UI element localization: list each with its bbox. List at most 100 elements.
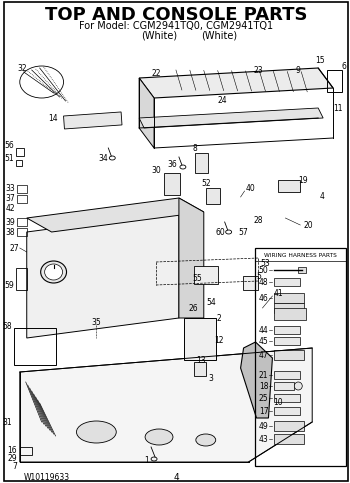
Text: 22: 22 <box>151 69 161 77</box>
Text: 6: 6 <box>342 61 346 71</box>
Bar <box>20 447 32 455</box>
Text: 29: 29 <box>7 454 17 463</box>
Bar <box>274 303 304 313</box>
Text: 57: 57 <box>239 227 248 237</box>
Text: 19: 19 <box>299 175 308 185</box>
Text: 45: 45 <box>259 337 268 345</box>
Text: 53: 53 <box>261 258 270 268</box>
Text: 39: 39 <box>5 217 15 227</box>
Bar <box>243 276 259 290</box>
Bar <box>184 318 216 360</box>
Polygon shape <box>139 68 333 98</box>
Text: 44: 44 <box>259 326 268 335</box>
Text: 4: 4 <box>320 191 324 200</box>
Polygon shape <box>27 198 204 232</box>
Text: For Model: CGM2941TQ0, CGM2941TQ1: For Model: CGM2941TQ0, CGM2941TQ1 <box>79 21 273 31</box>
Text: 8: 8 <box>193 143 197 153</box>
Bar <box>274 371 300 379</box>
Text: 54: 54 <box>206 298 216 307</box>
Text: 36: 36 <box>167 159 177 169</box>
Text: 32: 32 <box>17 63 27 72</box>
Ellipse shape <box>294 382 302 390</box>
Text: 30: 30 <box>151 166 161 174</box>
Text: 34: 34 <box>98 154 108 162</box>
Bar <box>17 218 27 226</box>
Text: 12: 12 <box>214 336 223 344</box>
Text: 37: 37 <box>5 194 15 202</box>
Ellipse shape <box>145 429 173 445</box>
Text: 49: 49 <box>259 422 268 430</box>
Text: 55: 55 <box>192 273 202 283</box>
Bar <box>164 173 180 195</box>
Text: 13: 13 <box>196 355 205 365</box>
Bar <box>16 160 22 166</box>
Text: 27: 27 <box>9 243 19 253</box>
Bar <box>194 266 218 284</box>
Ellipse shape <box>45 264 63 280</box>
Text: 16: 16 <box>7 445 17 455</box>
Polygon shape <box>20 348 312 462</box>
Bar <box>254 248 346 466</box>
Text: 18: 18 <box>259 382 268 390</box>
Text: 20: 20 <box>303 221 313 229</box>
Text: 5: 5 <box>256 271 261 281</box>
Text: (White): (White) <box>141 30 177 40</box>
Text: 17: 17 <box>259 407 268 415</box>
Bar <box>16 148 24 156</box>
Bar <box>274 293 304 303</box>
Text: 51: 51 <box>4 154 14 162</box>
Text: W10119633: W10119633 <box>24 472 70 482</box>
Text: 10: 10 <box>274 398 283 407</box>
Text: 41: 41 <box>274 288 283 298</box>
Text: 38: 38 <box>5 227 15 237</box>
Text: 33: 33 <box>5 184 15 193</box>
Text: 58: 58 <box>2 322 12 330</box>
Text: 43: 43 <box>259 435 268 443</box>
Text: 40: 40 <box>246 184 256 193</box>
Bar <box>274 308 306 320</box>
Bar <box>194 362 206 376</box>
Text: WIRING HARNESS PARTS: WIRING HARNESS PARTS <box>264 253 337 257</box>
Bar <box>298 267 306 273</box>
Text: 9: 9 <box>296 66 301 74</box>
Text: 47: 47 <box>259 351 268 359</box>
Ellipse shape <box>196 434 216 446</box>
Text: 35: 35 <box>91 317 101 327</box>
Text: 24: 24 <box>218 96 228 104</box>
Text: (White): (White) <box>201 30 237 40</box>
Polygon shape <box>139 108 323 128</box>
Text: 59: 59 <box>4 281 14 289</box>
Bar <box>274 337 300 345</box>
Text: 23: 23 <box>254 66 263 74</box>
Bar <box>195 153 208 173</box>
Ellipse shape <box>76 421 116 443</box>
Text: TOP AND CONSOLE PARTS: TOP AND CONSOLE PARTS <box>45 6 307 24</box>
Bar <box>274 350 304 360</box>
Bar <box>274 421 304 431</box>
Text: 14: 14 <box>48 114 57 123</box>
Polygon shape <box>179 198 204 318</box>
Text: 21: 21 <box>259 370 268 380</box>
Polygon shape <box>240 342 272 418</box>
Text: 3: 3 <box>208 373 213 383</box>
Ellipse shape <box>41 261 66 283</box>
Bar <box>17 195 27 203</box>
Polygon shape <box>139 78 154 148</box>
Text: 52: 52 <box>201 179 211 187</box>
Bar <box>274 394 300 402</box>
Text: 48: 48 <box>259 278 268 286</box>
Text: 11: 11 <box>333 103 343 113</box>
Text: 56: 56 <box>4 141 14 150</box>
Bar <box>64 112 122 129</box>
Text: 28: 28 <box>254 215 263 225</box>
Bar <box>16 268 27 290</box>
Bar <box>274 434 304 444</box>
Text: 2: 2 <box>216 313 221 323</box>
Text: 7: 7 <box>12 461 17 470</box>
Bar <box>14 328 56 365</box>
Bar <box>274 278 300 286</box>
Text: 60: 60 <box>216 227 225 237</box>
Bar <box>274 326 300 334</box>
Polygon shape <box>27 212 179 338</box>
Text: 46: 46 <box>259 294 268 302</box>
